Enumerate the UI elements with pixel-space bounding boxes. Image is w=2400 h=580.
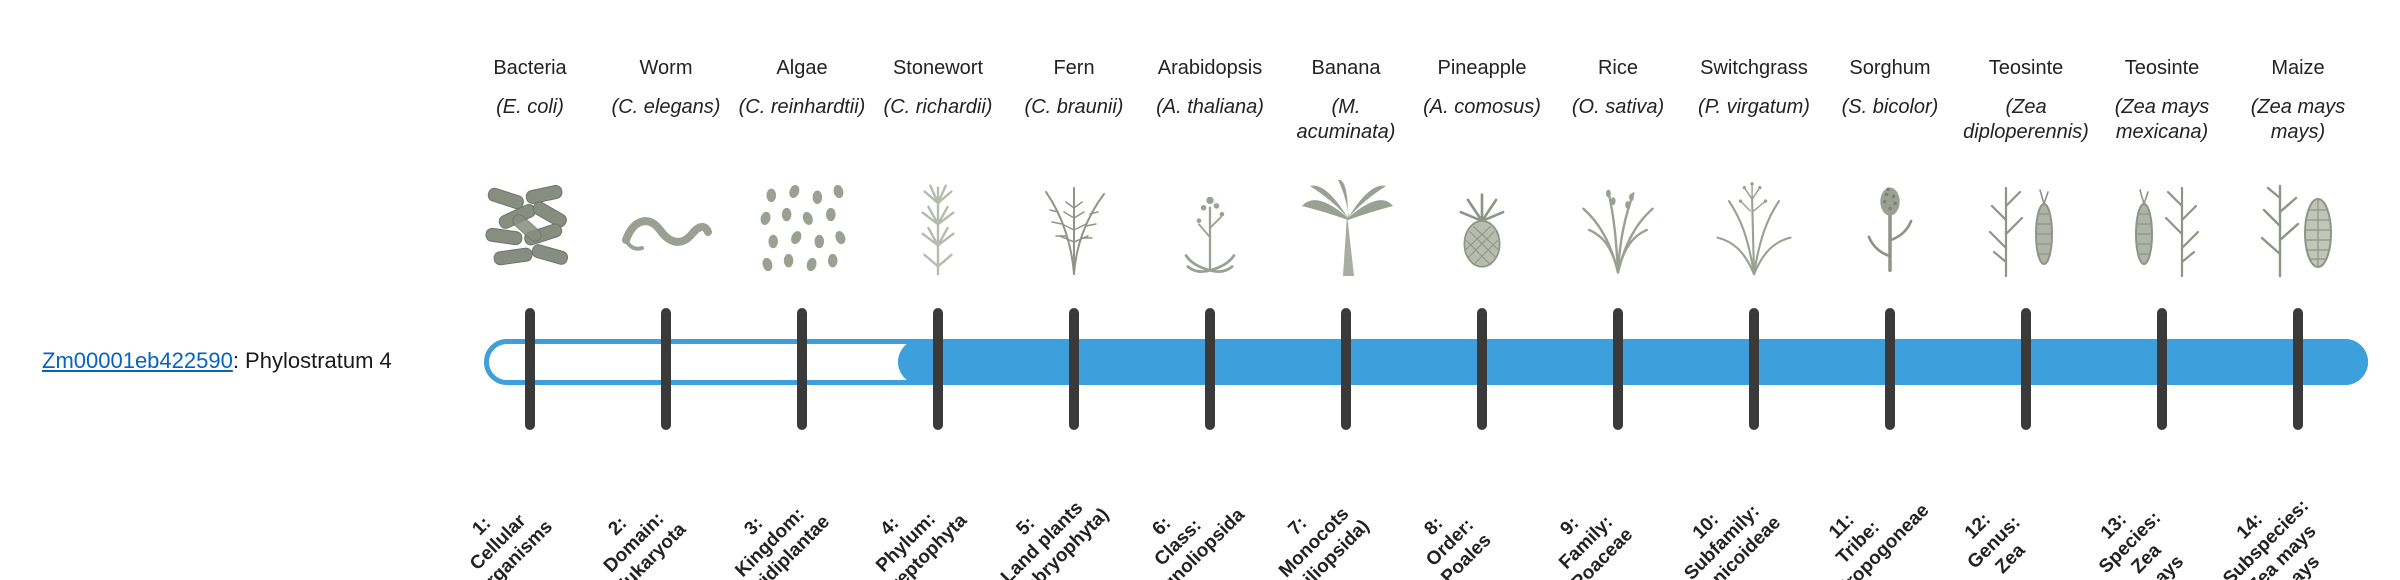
organism-scientific-name: (S. bicolor)	[1841, 96, 1939, 118]
organism-common-name: Arabidopsis	[1157, 57, 1263, 79]
organism-scientific-name: (C. elegans)	[611, 96, 721, 118]
organism-common-name: Banana	[1311, 57, 1381, 79]
organism-common-name: Rice	[1597, 57, 1638, 79]
organism-scientific-name: (A. comosus)	[1423, 96, 1541, 118]
phylostratum-tick-8	[1477, 308, 1487, 430]
arabidopsis-icon	[1150, 172, 1270, 284]
phylostratum-tick-10	[1749, 308, 1759, 430]
phylostratum-tick-2	[661, 308, 671, 430]
organism-scientific-name: (A. thaliana)	[1156, 96, 1264, 118]
worm-icon	[606, 172, 726, 284]
stonewort-icon	[878, 172, 998, 284]
phylostratum-tick-1	[525, 308, 535, 430]
organism-common-name: Switchgrass	[1700, 57, 1808, 79]
teosinte-mexicana-icon	[2102, 172, 2222, 284]
organism-scientific-name: (P. virgatum)	[1698, 96, 1810, 118]
fern-icon	[1014, 172, 1134, 284]
phylostratum-tick-9	[1613, 308, 1623, 430]
organism-scientific-name: (Zea diploperennis)	[1963, 96, 2089, 143]
organism-common-name: Maize	[2271, 57, 2325, 79]
organism-scientific-name: (C. richardii)	[883, 96, 993, 118]
phylostratum-tick-3	[797, 308, 807, 430]
organism-common-name: Worm	[639, 57, 693, 79]
organism-common-name: Teosinte	[2124, 57, 2200, 79]
gene-phylostratum-text: : Phylostratum 4	[232, 348, 392, 373]
phylostratum-tick-14	[2293, 308, 2303, 430]
sorghum-icon	[1830, 172, 1950, 284]
organism-common-name: Fern	[1053, 57, 1095, 79]
teosinte-diploperennis-icon	[1966, 172, 2086, 284]
phylostratum-tick-13	[2157, 308, 2167, 430]
timeline-bar-fill	[898, 339, 2368, 385]
organism-common-name: Teosinte	[1988, 57, 2064, 79]
banana-icon	[1286, 172, 1406, 284]
phylostratum-tick-11	[1885, 308, 1895, 430]
organism-common-name: Sorghum	[1849, 57, 1931, 79]
organism-common-name: Algae	[776, 57, 828, 79]
phylostratum-tick-7	[1341, 308, 1351, 430]
organism-scientific-name: (Zea mays mays)	[2250, 96, 2346, 143]
organism-scientific-name: (E. coli)	[496, 96, 564, 118]
organism-common-name: Pineapple	[1437, 57, 1527, 79]
switchgrass-icon	[1694, 172, 1814, 284]
organism-scientific-name: (Zea mays mexicana)	[2114, 96, 2210, 143]
phylostratum-tick-6	[1205, 308, 1215, 430]
organism-scientific-name: (C. braunii)	[1024, 96, 1124, 118]
organism-scientific-name: (O. sativa)	[1571, 96, 1665, 118]
phylostratum-tick-12	[2021, 308, 2031, 430]
organism-scientific-name: (C. reinhardtii)	[738, 96, 866, 118]
organism-common-name: Bacteria	[493, 57, 567, 79]
maize-icon	[2238, 172, 2358, 284]
rice-icon	[1558, 172, 1678, 284]
phylostratum-tick-4	[933, 308, 943, 430]
phylostratum-tick-5	[1069, 308, 1079, 430]
pineapple-icon	[1422, 172, 1542, 284]
bacteria-icon	[470, 172, 590, 284]
algae-icon	[742, 172, 862, 284]
gene-label: Zm00001eb422590: Phylostratum 4	[42, 348, 392, 374]
organism-common-name: Stonewort	[892, 57, 984, 79]
organism-scientific-name: (M. acuminata)	[1296, 96, 1396, 143]
gene-link[interactable]: Zm00001eb422590	[42, 348, 233, 373]
